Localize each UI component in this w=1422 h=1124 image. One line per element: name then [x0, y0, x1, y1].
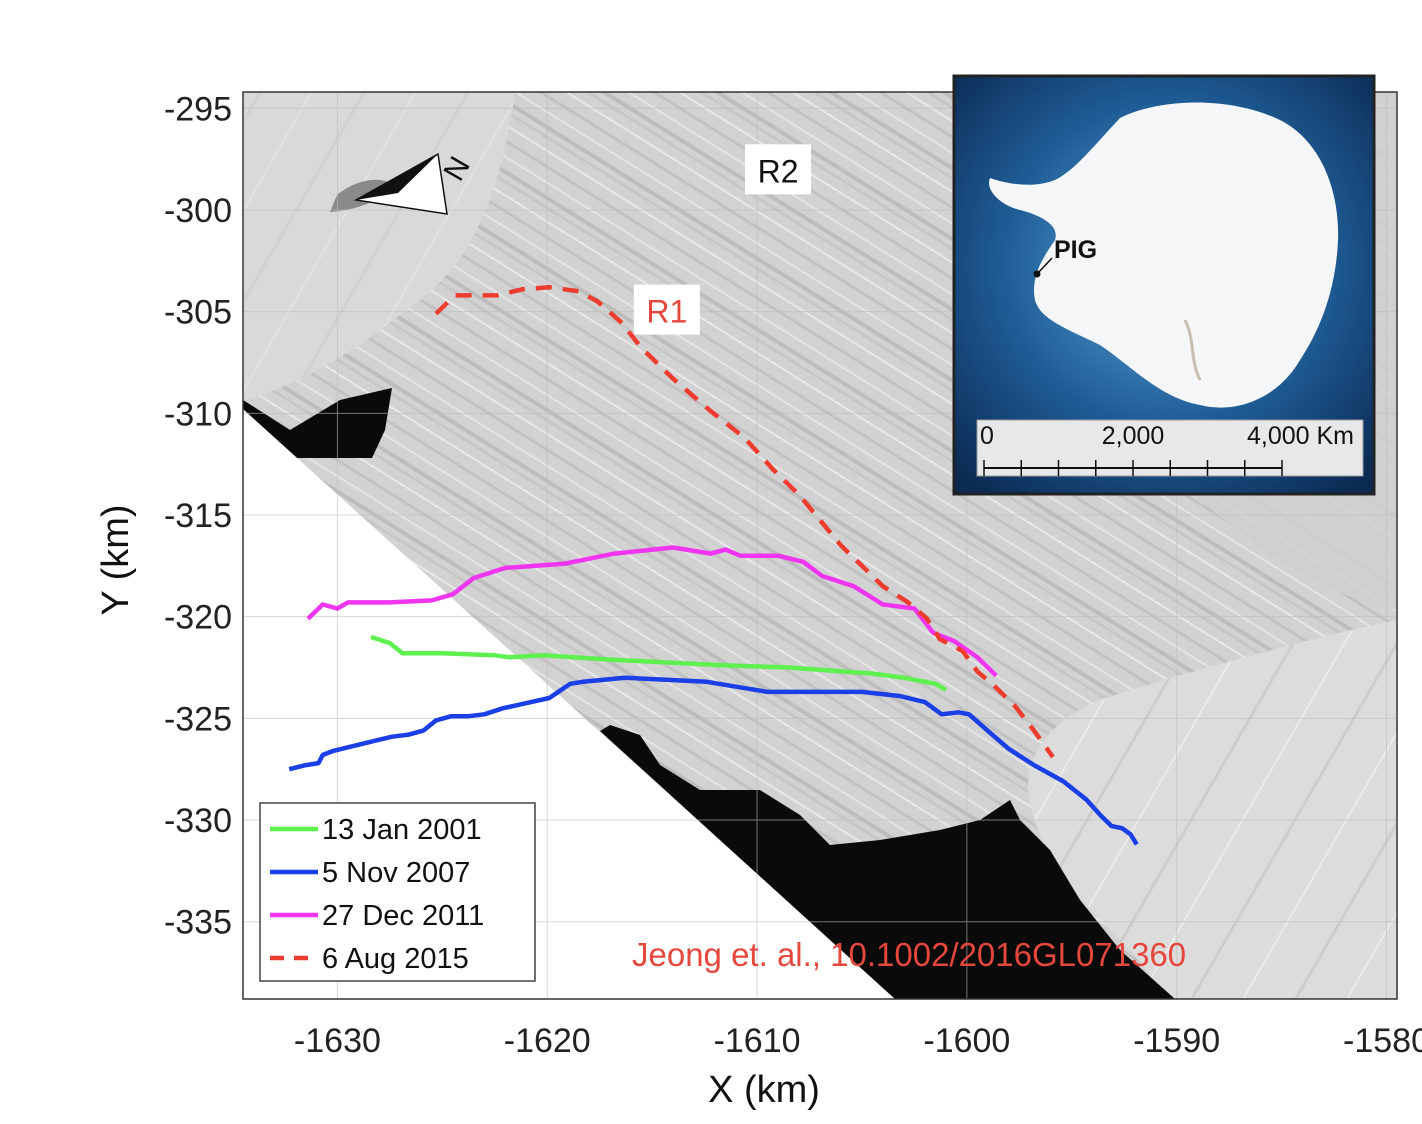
inset-map: PIG 0 2,000 4,000 Km [952, 74, 1376, 496]
legend-label: 27 Dec 2011 [322, 900, 484, 932]
y-axis-label: Y (km) [95, 504, 137, 615]
series-line-27-dec-2011 [306, 545, 998, 678]
region-labels: R2 R1 [633, 144, 812, 335]
axes-frame [242, 91, 1398, 1000]
y-tick-label: -320 [164, 599, 232, 637]
antarctica-map [989, 102, 1339, 408]
scale-label-2000: 2,000 [1102, 422, 1165, 450]
scale-label-4000: 4,000 Km [1247, 422, 1354, 450]
scale-bar: 0 2,000 4,000 Km [976, 419, 1364, 477]
y-tick-label: -315 [164, 497, 232, 535]
y-tick-label: -295 [164, 90, 232, 128]
y-tick-label: -300 [164, 192, 232, 230]
y-tick-label: -325 [164, 700, 232, 738]
region-label-box [633, 284, 700, 335]
region-label-r1: R1 [646, 294, 687, 330]
x-tick-label: -1620 [504, 1022, 591, 1060]
y-tick-label: -330 [164, 802, 232, 840]
x-tick-label: -1590 [1133, 1022, 1220, 1060]
y-tick-label: -305 [164, 294, 232, 332]
pig-label: PIG [1054, 236, 1097, 264]
x-tick-label: -1580 [1343, 1022, 1422, 1060]
y-tick-label: -335 [164, 904, 232, 942]
legend-label: 13 Jan 2001 [322, 814, 482, 846]
x-tick-labels: -1630 -1620 -1610 -1600 -1590 -1580 [294, 1022, 1422, 1060]
credit-text: Jeong et. al., 10.1002/2016GL071360 [632, 936, 1186, 973]
x-tick-label: -1630 [294, 1022, 381, 1060]
region-label-box [745, 144, 812, 195]
legend-label: 6 Aug 2015 [322, 943, 469, 975]
y-tick-labels: -295 -300 -305 -310 -315 -320 -325 -330 -335 [164, 90, 232, 941]
y-tick-label: -310 [164, 395, 232, 433]
calving-front-lines [288, 284, 1139, 846]
series-line-13-jan-2001 [370, 634, 948, 692]
region-label-r2: R2 [758, 153, 799, 189]
north-arrow-icon: N [353, 151, 477, 215]
x-tick-label: -1610 [714, 1022, 801, 1060]
x-axis-label: X (km) [708, 1069, 820, 1111]
scale-label-0: 0 [980, 422, 994, 450]
legend: 13 Jan 2001 5 Nov 2007 27 Dec 2011 6 Aug 20… [259, 802, 536, 982]
series-line-5-nov-2007 [288, 675, 1139, 846]
legend-label: 5 Nov 2007 [322, 857, 470, 889]
x-tick-label: -1600 [923, 1022, 1010, 1060]
